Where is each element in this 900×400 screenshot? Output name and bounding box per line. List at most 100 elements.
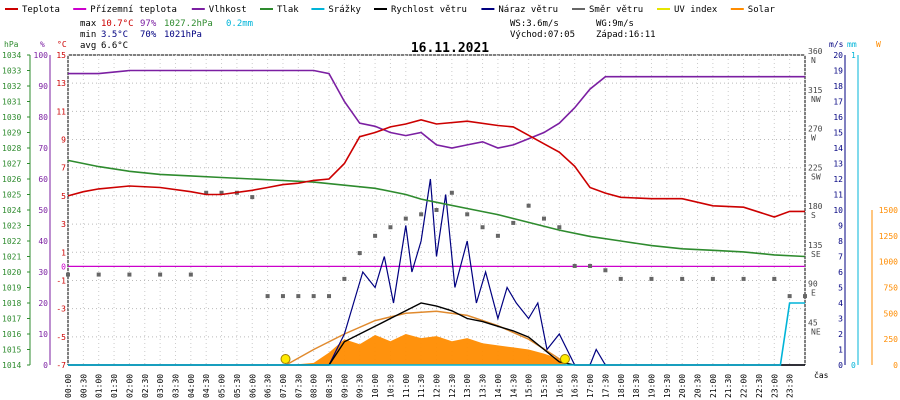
temp-tick-label: 1 [61,248,66,257]
w-tick-label: 0 [893,361,898,370]
hpa-tick-label: 1030 [2,113,21,122]
x-tick-label: 18:00 [617,374,626,398]
ms-tick-label: 10 [833,206,843,215]
ms-tick-label: 16 [833,113,843,122]
x-tick-label: 02:30 [141,374,150,398]
axis-units: hPa% °C m/s mm W [4,40,881,49]
hpa-tick-label: 1020 [2,268,21,277]
dir-tick-label: SE [811,250,821,259]
temp-tick-label: 5 [61,192,66,201]
wind-dir-point [618,276,623,281]
dir-tick-deg: 315 [808,86,823,95]
dir-tick-deg: 270 [808,125,823,134]
x-tick-label: 05:00 [218,374,227,398]
pct-tick-label: 10 [38,330,48,339]
legend-label-1: Přízemní teplota [90,5,177,15]
x-tick-label: 19:30 [663,374,672,398]
stat-avg-temp: 6.6°C [101,41,128,51]
stats-block: max 10.7°C 97% 1027.2hPa 0.2mm min 3.5°C… [80,19,253,51]
pct-tick-label: 70 [38,144,48,153]
wind-dir-point [772,276,777,281]
dir-tick-deg: 135 [808,241,823,250]
wind-dir-point [603,268,608,273]
wind-dir-point [158,272,163,277]
unit-percent: % [40,40,45,49]
ms-tick-label: 20 [833,51,843,60]
sunset-time: Západ:16:11 [596,30,656,40]
hpa-tick-label: 1034 [2,51,21,60]
x-tick-label: 13:30 [479,374,488,398]
pct-tick-label: 100 [34,51,49,60]
ms-tick-label: 4 [838,299,843,308]
wind-wg: WG:9m/s [596,19,634,29]
x-tick-label: 21:30 [724,374,733,398]
unit-ms: m/s [829,40,844,49]
x-tick-label: 22:00 [740,374,749,398]
x-tick-label: 10:30 [386,374,395,398]
wind-dir-point [388,225,393,230]
legend-label-9: Solar [748,5,776,15]
stat-max-press: 1027.2hPa [164,19,213,29]
wind-dir-point [557,225,562,230]
stat-min-press: 1021hPa [164,30,202,40]
x-tick-label: 14:30 [509,374,518,398]
temp-tick-label: 13 [56,79,66,88]
pct-tick-label: 20 [38,299,48,308]
wind-dir-point [66,272,70,277]
wind-dir-point [511,220,516,225]
wind-dir-point [649,276,654,281]
ms-tick-label: 0 [838,361,843,370]
wind-dir-point [680,276,685,281]
dir-tick-label: E [811,289,816,298]
x-tick-label: 16:30 [571,374,580,398]
hpa-tick-label: 1024 [2,206,21,215]
wind-dir-point [311,294,316,299]
hpa-tick-label: 1032 [2,82,21,91]
w-tick-label: 1250 [879,232,898,241]
stat-min-hum: 70% [140,30,157,40]
wind-dir-point [480,225,485,230]
x-tick-label: 06:30 [264,374,273,398]
mm-tick-label: 0 [851,361,856,370]
ms-tick-label: 8 [838,237,843,246]
x-tick-label: 21:00 [709,374,718,398]
unit-celsius: °C [57,40,67,49]
dir-tick-deg: 90 [808,280,818,289]
hpa-tick-label: 1027 [2,160,21,169]
temp-tick-label: -1 [56,276,66,285]
pct-tick-label: 30 [38,268,48,277]
series-wind-gust [68,178,805,366]
x-tick-label: 23:30 [786,374,795,398]
x-tick-label: 03:30 [171,374,180,398]
wind-dir-point [541,216,546,221]
x-tick-label: 23:00 [770,374,779,398]
w-tick-label: 750 [884,284,899,293]
legend-label-6: Náraz větru [498,5,558,15]
pct-tick-label: 0 [43,361,48,370]
temp-tick-label: -5 [56,333,66,342]
dir-tick-label: SW [811,172,821,181]
ms-tick-label: 7 [838,253,843,262]
legend-label-5: Rychlost větru [391,5,467,15]
stat-min-temp: 3.5°C [101,30,128,40]
w-tick-label: 1000 [879,258,898,267]
hpa-tick-label: 1021 [2,253,21,262]
x-axis: 00:00 00:30 01:00 01:30 02:00 02:30 03:00 03:30… [64,370,829,398]
stat-max-rain: 0.2mm [226,19,253,29]
ms-tick-label: 13 [833,160,843,169]
wind-dir-point [250,195,255,200]
hpa-tick-label: 1028 [2,144,21,153]
chart-title: 16.11.2021 [411,41,489,56]
w-tick-label: 500 [884,309,899,318]
wind-dir-point [219,190,224,195]
stat-min-label: min [80,30,96,40]
x-tick-label: 11:30 [417,374,426,398]
pct-tick-label: 90 [38,82,48,91]
stat-max-hum: 97% [140,19,157,29]
wind-dir-point [741,276,746,281]
ms-tick-label: 3 [838,315,843,324]
ms-tick-label: 18 [833,82,843,91]
mm-tick-label: 1 [851,51,856,60]
x-tick-label: 00:30 [79,374,88,398]
pct-tick-label: 80 [38,113,48,122]
